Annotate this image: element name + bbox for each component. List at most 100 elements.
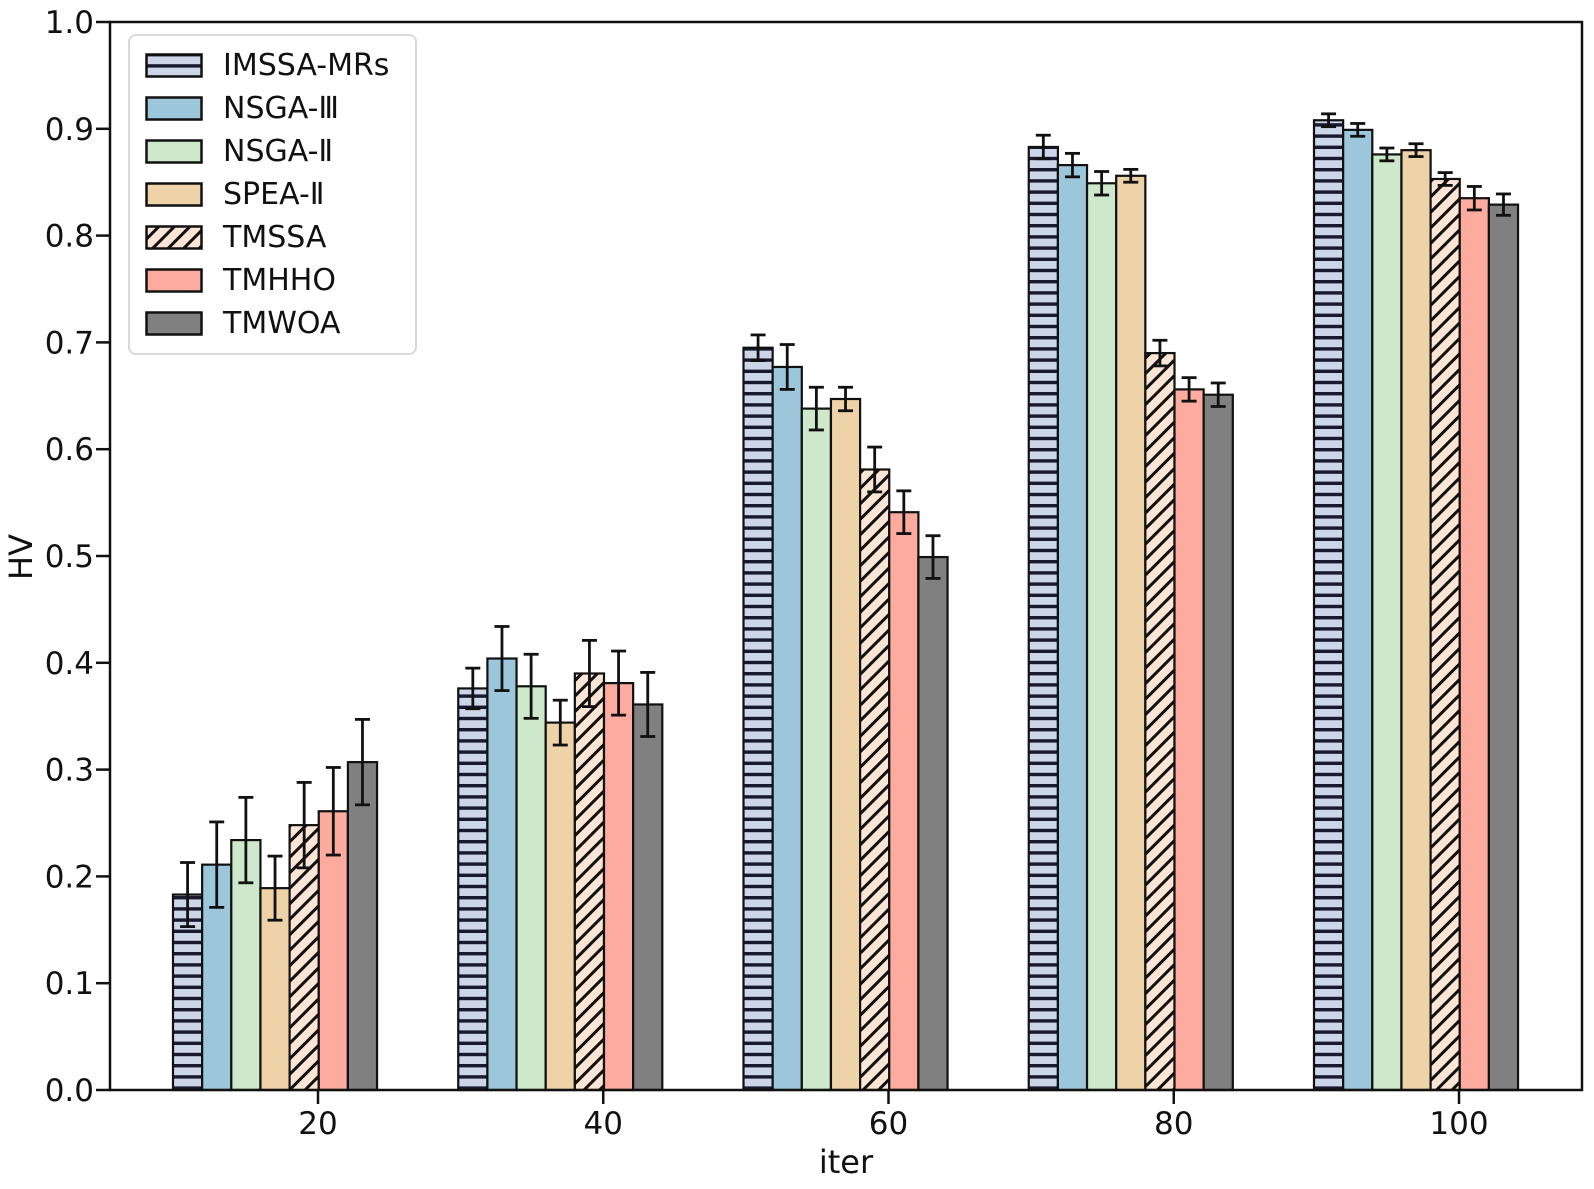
error-bar-TMHHO-iter80	[1181, 376, 1197, 403]
bar-IMSSA-MRs-iter40	[457, 687, 489, 1092]
error-bar-NSGA-Ⅲ-iter40	[494, 625, 510, 692]
error-bar-NSGA-Ⅱ-iter100	[1379, 146, 1395, 163]
bar-NSGA-Ⅱ-iter40	[515, 685, 547, 1092]
bar-TMSSA-iter100	[1429, 177, 1461, 1092]
bar-TMHHO-iter60	[888, 511, 920, 1092]
error-bar-SPEA-Ⅱ-iter20	[267, 854, 283, 922]
bar-TMWOA-iter60	[917, 555, 949, 1092]
error-bar-TMSSA-iter20	[296, 781, 312, 870]
error-bar-SPEA-Ⅱ-iter40	[552, 698, 568, 747]
y-tick-label: 0.7	[45, 325, 94, 361]
bar-TMWOA-iter40	[632, 703, 664, 1092]
bar-TMWOA-iter100	[1487, 203, 1520, 1092]
y-tick-label: 0.5	[45, 539, 94, 575]
bar-IMSSA-MRs-iter100	[1312, 119, 1345, 1092]
error-bar-TMWOA-iter20	[354, 718, 370, 807]
x-tick-label: 100	[1429, 1106, 1488, 1142]
bar-NSGA-Ⅱ-iter100	[1371, 153, 1403, 1092]
error-bar-TMSSA-iter40	[581, 638, 597, 708]
bar-TMSSA-iter80	[1144, 351, 1176, 1092]
legend-swatch	[145, 182, 203, 207]
legend-swatch	[145, 268, 203, 293]
x-tick-label: 80	[1154, 1106, 1193, 1142]
bar-TMSSA-iter60	[858, 468, 891, 1092]
bar-TMHHO-iter100	[1458, 197, 1490, 1092]
legend-label: TMWOA	[223, 306, 341, 341]
error-bar-NSGA-Ⅱ-iter40	[523, 652, 539, 720]
legend-label: NSGA-Ⅲ	[223, 91, 340, 126]
bar-SPEA-Ⅱ-iter60	[829, 397, 862, 1092]
y-tick-label: 0.9	[45, 112, 94, 148]
bar-NSGA-Ⅲ-iter100	[1342, 128, 1374, 1092]
bar-TMHHO-iter80	[1173, 388, 1205, 1092]
error-bar-NSGA-Ⅲ-iter80	[1064, 151, 1080, 179]
bar-NSGA-Ⅲ-iter60	[771, 365, 803, 1092]
error-bar-IMSSA-MRs-iter20	[180, 861, 196, 928]
y-tick-label: 0.4	[45, 646, 94, 682]
error-bar-NSGA-Ⅱ-iter60	[808, 385, 824, 432]
error-bar-TMSSA-iter100	[1437, 171, 1453, 187]
legend-label: TMSSA	[223, 220, 327, 255]
error-bar-SPEA-Ⅱ-iter100	[1408, 142, 1424, 158]
bar-NSGA-Ⅲ-iter80	[1056, 164, 1089, 1092]
legend-item-NSGA-Ⅲ: NSGA-Ⅲ	[145, 91, 389, 126]
legend-label: SPEA-Ⅱ	[223, 177, 325, 212]
x-tick-label: 40	[584, 1106, 623, 1142]
legend-item-NSGA-Ⅱ: NSGA-Ⅱ	[145, 134, 389, 169]
error-bar-TMSSA-iter80	[1152, 338, 1168, 368]
bar-TMWOA-iter80	[1202, 393, 1234, 1092]
bar-TMSSA-iter40	[573, 672, 606, 1092]
x-tick-label: 20	[298, 1106, 337, 1142]
bar-IMSSA-MRs-iter80	[1027, 145, 1059, 1092]
y-tick-label: 0.1	[45, 966, 94, 1002]
y-tick-label: 0.6	[45, 432, 94, 468]
legend-item-SPEA-Ⅱ: SPEA-Ⅱ	[145, 177, 389, 212]
legend-swatch	[145, 225, 203, 250]
legend-swatch	[145, 139, 203, 164]
error-bar-SPEA-Ⅱ-iter80	[1123, 167, 1139, 184]
error-bar-SPEA-Ⅱ-iter60	[838, 385, 854, 413]
legend: IMSSA-MRs NSGA-Ⅲ NSGA-Ⅱ SPEA-Ⅱ TMSSA TMHHO TMW…	[128, 34, 418, 355]
legend-item-TMWOA: TMWOA	[145, 306, 389, 341]
x-axis-label: iter	[818, 1143, 874, 1181]
error-bar-TMWOA-iter40	[640, 671, 656, 738]
error-bar-TMWOA-iter60	[925, 534, 941, 580]
legend-label: NSGA-Ⅱ	[223, 134, 334, 169]
y-tick-label: 0.2	[45, 859, 94, 895]
legend-item-TMHHO: TMHHO	[145, 263, 389, 298]
bar-SPEA-Ⅱ-iter100	[1400, 149, 1432, 1092]
error-bar-NSGA-Ⅱ-iter80	[1094, 170, 1110, 197]
legend-item-TMSSA: TMSSA	[145, 220, 389, 255]
error-bar-NSGA-Ⅲ-iter20	[209, 820, 225, 909]
error-bar-NSGA-Ⅲ-iter60	[779, 343, 795, 391]
legend-label: IMSSA-MRs	[223, 48, 390, 83]
legend-label: TMHHO	[223, 263, 336, 298]
error-bar-IMSSA-MRs-iter60	[750, 333, 766, 362]
bar-TMWOA-iter20	[346, 761, 379, 1092]
y-tick-label: 0.3	[45, 753, 94, 789]
error-bar-TMHHO-iter40	[611, 649, 627, 717]
bar-NSGA-Ⅱ-iter60	[800, 407, 833, 1092]
error-bar-TMHHO-iter60	[896, 489, 912, 535]
bar-TMHHO-iter40	[602, 681, 635, 1092]
error-bar-TMWOA-iter80	[1210, 381, 1226, 408]
error-bar-IMSSA-MRs-iter80	[1035, 133, 1051, 161]
legend-swatch	[145, 311, 203, 336]
legend-item-IMSSA-MRs: IMSSA-MRs	[145, 48, 389, 83]
bar-IMSSA-MRs-iter60	[742, 346, 774, 1092]
error-bar-IMSSA-MRs-iter100	[1321, 112, 1337, 129]
bar-NSGA-Ⅲ-iter40	[486, 657, 518, 1092]
error-bar-IMSSA-MRs-iter40	[465, 666, 481, 711]
error-bar-TMSSA-iter60	[867, 445, 883, 494]
error-bar-TMWOA-iter100	[1495, 192, 1511, 217]
bar-NSGA-Ⅱ-iter80	[1085, 182, 1118, 1092]
y-tick-label: 0.0	[45, 1073, 94, 1109]
error-bar-TMHHO-iter100	[1466, 185, 1482, 212]
legend-swatch	[145, 53, 203, 78]
y-tick-label: 0.8	[45, 219, 94, 255]
y-axis-label: HV	[2, 534, 40, 580]
error-bar-NSGA-Ⅱ-iter20	[238, 795, 254, 885]
error-bar-NSGA-Ⅲ-iter100	[1350, 122, 1366, 138]
